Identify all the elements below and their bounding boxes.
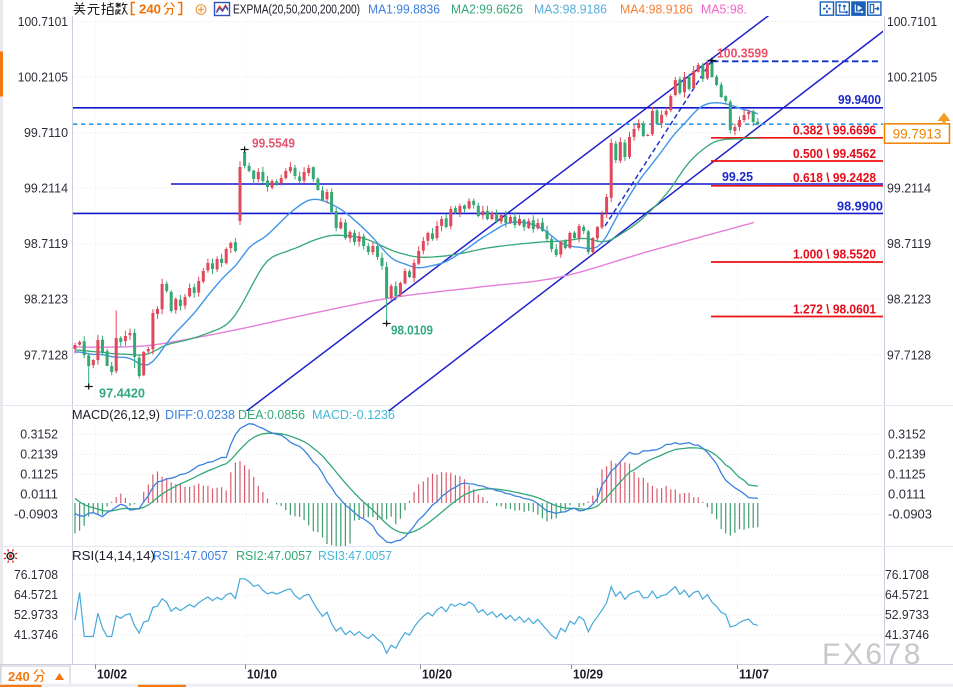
svg-text:98.7119: 98.7119	[887, 237, 931, 251]
svg-text:MA3:98.9186: MA3:98.9186	[534, 2, 607, 17]
svg-text:0.3152: 0.3152	[20, 428, 58, 442]
svg-text:52.9733: 52.9733	[14, 608, 58, 622]
svg-text:99.25: 99.25	[722, 169, 753, 184]
svg-text:64.5721: 64.5721	[885, 588, 929, 602]
svg-text:240: 240	[8, 669, 30, 684]
svg-text:DIFF:0.0238: DIFF:0.0238	[165, 408, 235, 422]
svg-text:0.3152: 0.3152	[888, 428, 926, 442]
svg-text:1.272 \ 98.0601: 1.272 \ 98.0601	[793, 302, 876, 317]
svg-text:99.7913: 99.7913	[893, 126, 942, 141]
svg-text:98.2123: 98.2123	[24, 293, 68, 307]
svg-text:MACD:-0.1236: MACD:-0.1236	[312, 408, 395, 422]
svg-text:RSI(14,14,14): RSI(14,14,14)	[72, 549, 155, 563]
svg-text:EXPMA(20,50,200,200,200): EXPMA(20,50,200,200,200)	[233, 2, 360, 17]
svg-text:240: 240	[139, 2, 161, 17]
svg-text:0.618 \ 99.2428: 0.618 \ 99.2428	[793, 170, 876, 185]
svg-text:DEA:0.0856: DEA:0.0856	[238, 408, 305, 422]
svg-text:0.1125: 0.1125	[20, 468, 58, 482]
svg-text:98.2123: 98.2123	[887, 293, 931, 307]
svg-text:64.5721: 64.5721	[14, 588, 58, 602]
svg-text:99.5549: 99.5549	[252, 137, 295, 151]
svg-text:-0.0903: -0.0903	[14, 508, 58, 522]
svg-text:76.1708: 76.1708	[14, 568, 58, 582]
svg-text:41.3746: 41.3746	[885, 628, 929, 642]
svg-text:0.2139: 0.2139	[888, 448, 926, 462]
svg-text:76.1708: 76.1708	[885, 568, 929, 582]
svg-text:MA1:99.8836: MA1:99.8836	[368, 2, 440, 17]
svg-text:RSI3:47.0057: RSI3:47.0057	[318, 549, 392, 563]
svg-text:99.2114: 99.2114	[887, 182, 931, 196]
svg-text:97.4420: 97.4420	[99, 387, 145, 401]
svg-text:99.9400: 99.9400	[838, 92, 881, 107]
svg-text:52.9733: 52.9733	[885, 608, 929, 622]
svg-text:0.2139: 0.2139	[20, 448, 58, 462]
svg-text:100.7101: 100.7101	[887, 15, 937, 29]
svg-text:41.3746: 41.3746	[14, 628, 58, 642]
svg-text:1.000 \ 98.5520: 1.000 \ 98.5520	[793, 247, 876, 262]
svg-text:RSI1:47.0057: RSI1:47.0057	[153, 549, 228, 563]
svg-text:100.2105: 100.2105	[18, 71, 68, 85]
svg-text:0.382 \ 99.6696: 0.382 \ 99.6696	[793, 123, 876, 138]
svg-text:FX678: FX678	[822, 638, 923, 671]
svg-text:MA4:98.9186: MA4:98.9186	[620, 2, 693, 17]
svg-text:97.7128: 97.7128	[887, 348, 931, 362]
svg-text:100.2105: 100.2105	[887, 71, 937, 85]
svg-text:99.2114: 99.2114	[24, 182, 68, 196]
svg-text:98.7119: 98.7119	[24, 237, 68, 251]
svg-text:10/29: 10/29	[573, 668, 603, 682]
svg-text:100.7101: 100.7101	[18, 15, 68, 29]
svg-text:MACD(26,12,9): MACD(26,12,9)	[72, 408, 160, 422]
svg-text:97.7128: 97.7128	[24, 348, 68, 362]
svg-text:10/02: 10/02	[97, 668, 127, 682]
svg-text:99.7110: 99.7110	[24, 126, 68, 140]
svg-text:10/20: 10/20	[422, 668, 452, 682]
svg-text:MA5:98.: MA5:98.	[701, 2, 747, 17]
svg-text:10/10: 10/10	[247, 668, 277, 682]
svg-text:RSI2:47.0057: RSI2:47.0057	[236, 549, 312, 563]
svg-text:-0.0903: -0.0903	[888, 508, 932, 522]
svg-text:98.0109: 98.0109	[391, 324, 433, 338]
svg-text:0.1125: 0.1125	[888, 468, 926, 482]
svg-text:0.0111: 0.0111	[20, 488, 58, 502]
svg-text:100.3599: 100.3599	[717, 47, 768, 61]
svg-text:0.0111: 0.0111	[888, 488, 926, 502]
svg-text:98.9900: 98.9900	[837, 199, 883, 214]
svg-text:11/07: 11/07	[739, 668, 769, 682]
svg-text:0.500 \ 99.4562: 0.500 \ 99.4562	[793, 146, 876, 161]
svg-text:MA2:99.6626: MA2:99.6626	[451, 2, 523, 17]
